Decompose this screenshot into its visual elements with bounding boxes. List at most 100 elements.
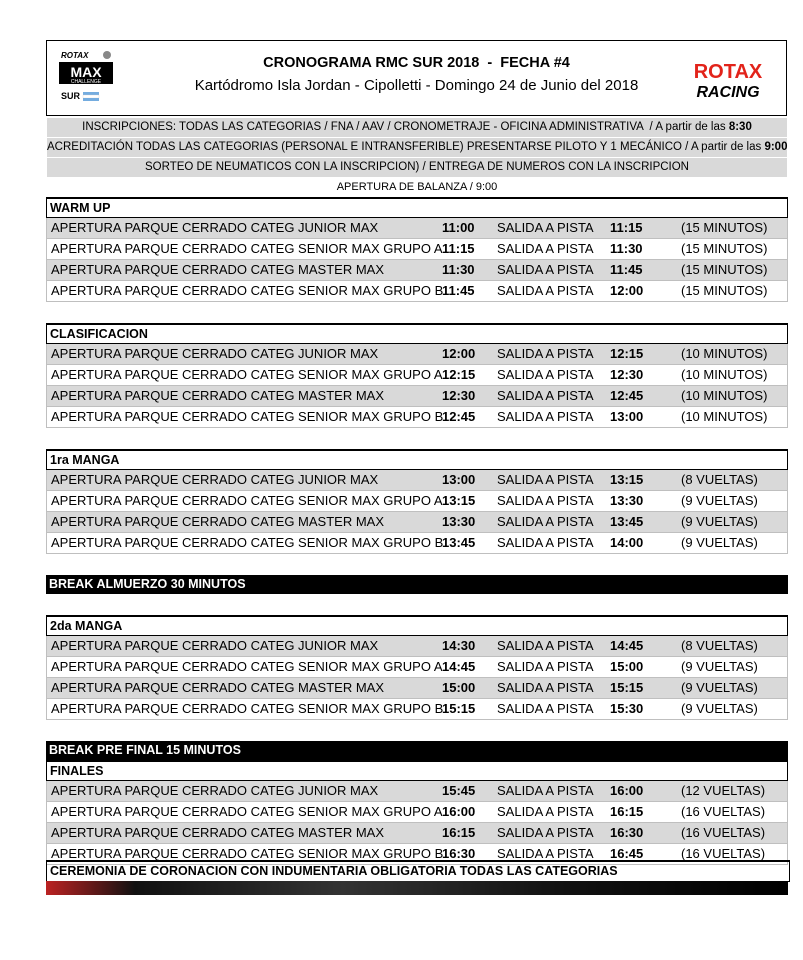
activity: APERTURA PARQUE CERRADO CATEG JUNIOR MAX	[51, 346, 379, 361]
schedule-row: APERTURA PARQUE CERRADO CATEG SENIOR MAX…	[46, 281, 788, 302]
track-label: SALIDA A PISTA	[497, 638, 594, 653]
schedule-row: APERTURA PARQUE CERRADO CATEG SENIOR MAX…	[46, 844, 788, 865]
logo-brand: ROTAX	[694, 61, 763, 83]
schedule-row: APERTURA PARQUE CERRADO CATEG MASTER MAX…	[46, 386, 788, 407]
section-heading: 1ra MANGA	[46, 449, 788, 470]
logo-right: ROTAX RACING	[694, 61, 763, 101]
open-time: 12:30	[442, 388, 476, 403]
open-time: 13:45	[442, 535, 476, 550]
open-time: 12:00	[442, 346, 476, 361]
open-time: 15:00	[442, 680, 476, 695]
track-label: SALIDA A PISTA	[497, 846, 594, 861]
activity: APERTURA PARQUE CERRADO CATEG SENIOR MAX…	[51, 409, 444, 424]
activity: APERTURA PARQUE CERRADO CATEG MASTER MAX	[51, 388, 384, 403]
track-label: SALIDA A PISTA	[497, 388, 594, 403]
activity: APERTURA PARQUE CERRADO CATEG MASTER MAX	[51, 514, 384, 529]
track-label: SALIDA A PISTA	[497, 241, 594, 256]
info: INSCRIPCIONES: TODAS LAS CATEGORIAS / FN…	[46, 117, 788, 197]
spacer	[46, 594, 788, 615]
info-text: SORTEO DE NEUMATICOS CON LA INSCRIPCION)…	[145, 161, 689, 173]
logo-brand: ROTAX	[61, 51, 89, 60]
spacer	[46, 428, 788, 449]
track-label: SALIDA A PISTA	[497, 472, 594, 487]
schedule-row: APERTURA PARQUE CERRADO CATEG SENIOR MAX…	[46, 239, 788, 260]
start-time: 11:30	[610, 241, 643, 256]
open-time: 13:15	[442, 493, 476, 508]
track-label: SALIDA A PISTA	[497, 783, 594, 798]
duration: (15 MINUTOS)	[681, 241, 768, 256]
open-time: 14:45	[442, 659, 476, 674]
logo-tag: CHALLENGE	[71, 79, 102, 85]
schedule-row: APERTURA PARQUE CERRADO CATEG JUNIOR MAX…	[46, 218, 788, 239]
track-label: SALIDA A PISTA	[497, 659, 594, 674]
spacer	[46, 720, 788, 741]
duration: (10 MINUTOS)	[681, 409, 768, 424]
start-time: 13:00	[610, 409, 644, 424]
open-time: 11:30	[442, 262, 475, 277]
schedule-row: APERTURA PARQUE CERRADO CATEG SENIOR MAX…	[46, 657, 788, 678]
duration: (16 VUELTAS)	[681, 825, 766, 840]
header: ROTAX MAX CHALLENGE SUR CRONOGRAMA RMC S…	[46, 40, 787, 116]
info-text: INSCRIPCIONES: TODAS LAS CATEGORIAS / FN…	[82, 121, 729, 133]
duration: (10 MINUTOS)	[681, 367, 768, 382]
activity: APERTURA PARQUE CERRADO CATEG JUNIOR MAX	[51, 783, 379, 798]
activity: APERTURA PARQUE CERRADO CATEG SENIOR MAX…	[51, 701, 444, 716]
schedule-row: APERTURA PARQUE CERRADO CATEG SENIOR MAX…	[46, 699, 788, 720]
schedule: WARM UP APERTURA PARQUE CERRADO CATEG JUN…	[46, 197, 788, 886]
flag	[82, 94, 100, 99]
duration: (12 VUELTAS)	[681, 783, 766, 798]
start-time: 14:45	[610, 638, 644, 653]
start-time: 13:15	[610, 472, 644, 487]
info-row: SORTEO DE NEUMATICOS CON LA INSCRIPCION)…	[46, 157, 788, 177]
open-time: 11:00	[442, 220, 475, 235]
track-label: SALIDA A PISTA	[497, 680, 594, 695]
schedule-row: APERTURA PARQUE CERRADO CATEG SENIOR MAX…	[46, 802, 788, 823]
logo-icon	[103, 51, 111, 59]
title: CRONOGRAMA RMC SUR 2018 - FECHA #4	[263, 55, 570, 71]
track-label: SALIDA A PISTA	[497, 493, 594, 508]
duration: (9 VUELTAS)	[681, 680, 758, 695]
start-time: 16:45	[610, 846, 644, 861]
start-time: 16:15	[610, 804, 644, 819]
start-time: 13:30	[610, 493, 644, 508]
start-time: 12:45	[610, 388, 644, 403]
activity: APERTURA PARQUE CERRADO CATEG JUNIOR MAX	[51, 220, 379, 235]
track-label: SALIDA A PISTA	[497, 535, 594, 550]
open-time: 13:30	[442, 514, 476, 529]
activity: APERTURA PARQUE CERRADO CATEG MASTER MAX	[51, 825, 384, 840]
duration: (10 MINUTOS)	[681, 346, 768, 361]
info-row: INSCRIPCIONES: TODAS LAS CATEGORIAS / FN…	[46, 117, 788, 137]
duration: (8 VUELTAS)	[681, 638, 758, 653]
activity: APERTURA PARQUE CERRADO CATEG JUNIOR MAX	[51, 638, 379, 653]
schedule-row: APERTURA PARQUE CERRADO CATEG SENIOR MAX…	[46, 491, 788, 512]
schedule-row: APERTURA PARQUE CERRADO CATEG JUNIOR MAX…	[46, 636, 788, 657]
duration: (15 MINUTOS)	[681, 220, 768, 235]
break-bar: BREAK ALMUERZO 30 MINUTOS	[46, 575, 788, 594]
info-text: APERTURA DE BALANZA / 9:00	[336, 181, 498, 193]
schedule-row: APERTURA PARQUE CERRADO CATEG MASTER MAX…	[46, 823, 788, 844]
open-time: 13:00	[442, 472, 476, 487]
track-label: SALIDA A PISTA	[497, 220, 594, 235]
duration: (9 VUELTAS)	[681, 514, 758, 529]
track-label: SALIDA A PISTA	[497, 409, 594, 424]
activity: APERTURA PARQUE CERRADO CATEG SENIOR MAX…	[51, 367, 443, 382]
decor-bar	[46, 881, 788, 895]
duration: (9 VUELTAS)	[681, 659, 758, 674]
activity: APERTURA PARQUE CERRADO CATEG SENIOR MAX…	[51, 846, 444, 861]
track-label: SALIDA A PISTA	[497, 283, 594, 298]
start-time: 12:30	[610, 367, 644, 382]
open-time: 11:45	[442, 283, 475, 298]
activity: APERTURA PARQUE CERRADO CATEG JUNIOR MAX	[51, 472, 379, 487]
logo-region: SUR	[61, 91, 81, 101]
activity: APERTURA PARQUE CERRADO CATEG SENIOR MAX…	[51, 804, 443, 819]
start-time: 11:15	[610, 220, 643, 235]
schedule-row: APERTURA PARQUE CERRADO CATEG SENIOR MAX…	[46, 407, 788, 428]
duration: (8 VUELTAS)	[681, 472, 758, 487]
section-heading: CLASIFICACION	[46, 323, 788, 344]
duration: (9 VUELTAS)	[681, 535, 758, 550]
activity: APERTURA PARQUE CERRADO CATEG SENIOR MAX…	[51, 535, 444, 550]
section-heading: FINALES	[46, 760, 788, 781]
track-label: SALIDA A PISTA	[497, 701, 594, 716]
schedule-row: APERTURA PARQUE CERRADO CATEG MASTER MAX…	[46, 678, 788, 699]
track-label: SALIDA A PISTA	[497, 804, 594, 819]
